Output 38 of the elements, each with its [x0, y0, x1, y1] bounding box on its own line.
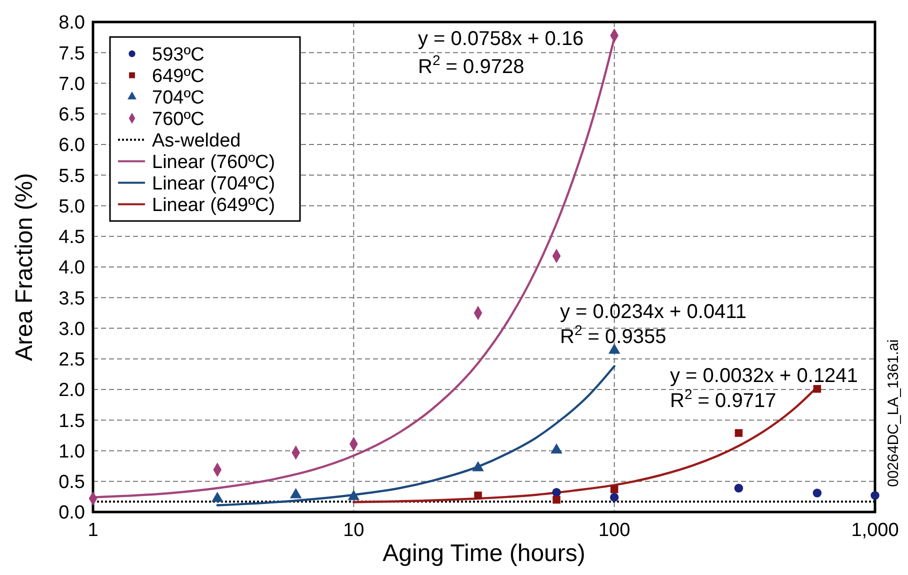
legend-label: 649ºC	[152, 66, 204, 87]
y-tick-label: 5.5	[58, 166, 85, 187]
legend-label: Linear (649ºC)	[152, 194, 276, 216]
legend-label: 704ºC	[152, 87, 204, 108]
y-tick-label: 4.0	[58, 258, 85, 279]
x-tick-label: 10	[343, 520, 364, 541]
y-tick-label: 7.5	[58, 43, 85, 64]
annotation: R$^{2}$ = 0.9717	[670, 386, 776, 412]
y-tick-label: 6.0	[58, 135, 85, 156]
y-tick-label: 2.5	[58, 350, 85, 371]
y-tick-label: 7.0	[58, 74, 85, 95]
y-tick-label: 2.0	[58, 380, 85, 402]
annotation: R$^{2}$ = 0.9728	[418, 52, 524, 78]
legend-label: Linear (760ºC)	[152, 152, 276, 173]
y-tick-label: 1.0	[58, 441, 85, 462]
annotation: y = 0.0032x + 0.1241	[670, 365, 858, 387]
x-tick-label: 100	[598, 520, 630, 541]
annotation: y = 0.0758x + 0.16	[418, 28, 584, 50]
y-axis-title: Area Fraction (%)	[11, 172, 38, 362]
y-tick-label: 0.0	[58, 502, 85, 524]
annotation: R$^{2}$ = 0.9355	[560, 322, 666, 348]
y-tick-label: 6.5	[58, 104, 85, 126]
y-tick-label: 5.0	[58, 196, 85, 218]
x-tick-label: 1	[88, 520, 98, 541]
y-tick-label: 3.0	[58, 318, 85, 340]
x-axis-title: Aging Time (hours)	[382, 540, 586, 567]
y-tick-label: 4.5	[58, 227, 85, 248]
y-tick-label: 8.0	[58, 12, 85, 34]
y-tick-label: 0.5	[58, 472, 85, 494]
y-tick-label: 1.5	[58, 410, 85, 432]
text: 00264DC_LA_1361.ai	[885, 339, 902, 487]
legend-label: 760ºC	[152, 108, 204, 130]
legend-label: 593ºC	[152, 44, 204, 66]
annotation: y = 0.0234x + 0.0411	[560, 301, 746, 323]
legend-label: As-welded	[152, 130, 241, 152]
legend-label: Linear (704ºC)	[152, 173, 276, 194]
y-tick-label: 3.5	[58, 288, 85, 310]
x-tick-label: 1,000	[851, 520, 899, 541]
